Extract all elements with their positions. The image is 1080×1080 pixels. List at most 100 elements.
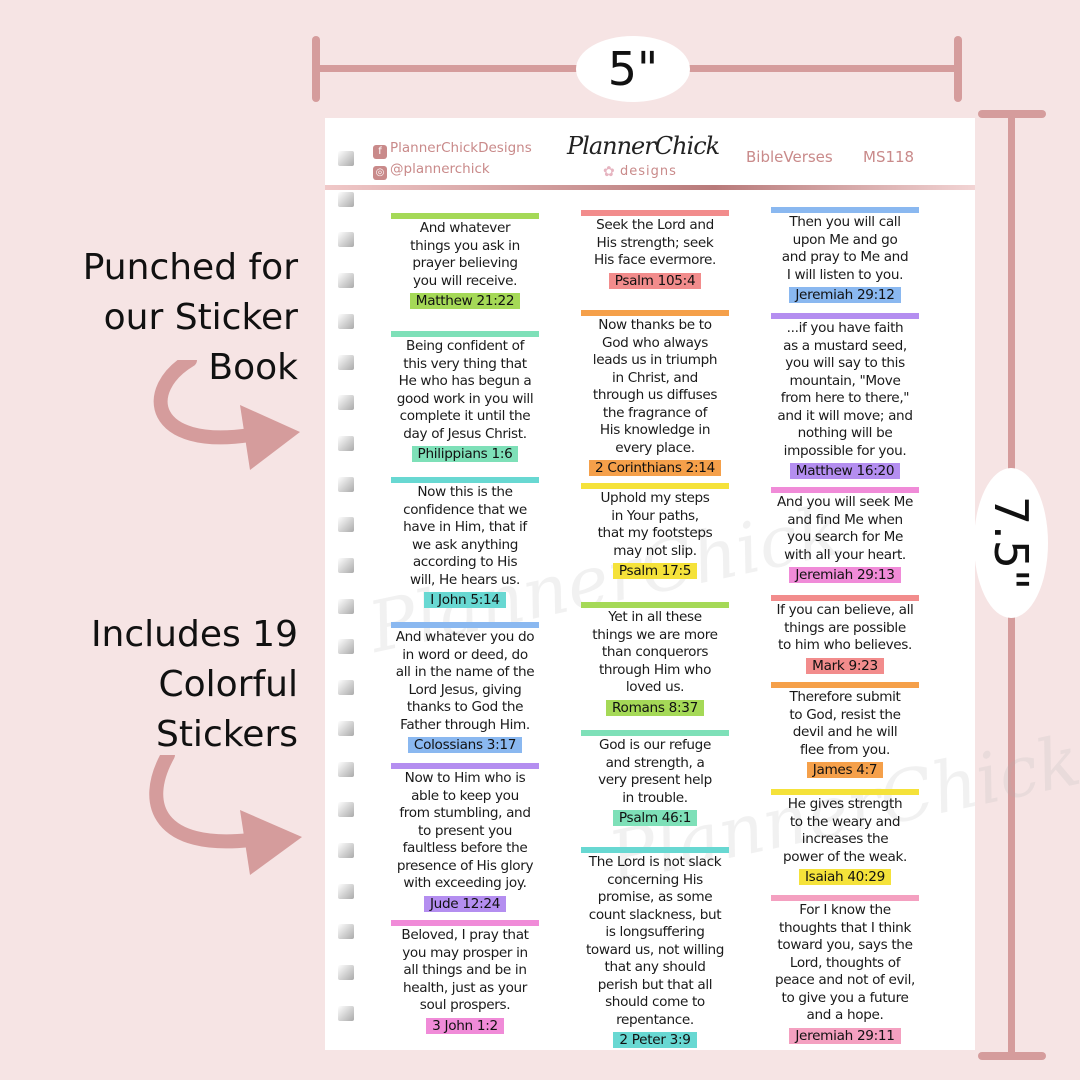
verse-reference: 3 John 1:2 — [426, 1017, 504, 1034]
punch-hole — [338, 598, 354, 614]
punch-hole — [338, 517, 354, 533]
verse-reference: Jeremiah 29:11 — [789, 1027, 901, 1044]
verse-reference: James 4:7 — [806, 762, 884, 778]
verse-text: And whatever things you ask in prayer be… — [410, 220, 520, 289]
sticker-color-bar — [771, 487, 919, 493]
verse-sticker[interactable]: If you can believe, all things are possi… — [753, 595, 937, 674]
verse-text: And whatever you do in word or deed, do … — [395, 629, 535, 733]
verse-text: Now to Him who is able to keep you from … — [396, 770, 534, 891]
sticker-color-bar — [391, 622, 539, 628]
arrow-icon — [149, 755, 302, 875]
verse-reference: Matthew 16:20 — [789, 463, 901, 479]
verse-text: Now thanks be to God who always leads us… — [592, 317, 718, 456]
sticker-sheet: PlannerChick PlannerChick f PlannerChickD… — [325, 118, 1080, 1050]
punch-hole — [338, 191, 354, 207]
sticker-color-bar — [391, 331, 539, 337]
verse-sticker[interactable]: Now thanks be to God who always leads us… — [563, 310, 747, 476]
verse-text: Now this is the confidence that we have … — [403, 484, 527, 588]
verse-sticker[interactable]: ...if you have faith as a mustard seed, … — [753, 313, 937, 479]
punch-hole — [338, 680, 354, 696]
sticker-color-bar — [391, 213, 539, 219]
callout-stickers-count: Includes 19 Colorful Stickers — [90, 614, 298, 755]
verse-sticker[interactable]: Yet in all these things we are more than… — [563, 602, 747, 716]
punch-hole — [338, 639, 354, 655]
brand-logo: PlannerChick — [567, 132, 720, 160]
verse-text: For I know the thoughts that I think tow… — [775, 902, 915, 1023]
facebook-link[interactable]: f PlannerChickDesigns — [373, 138, 532, 159]
instagram-icon: ◎ — [373, 166, 387, 180]
sticker-color-bar — [581, 602, 729, 608]
verse-reference: Matthew 21:22 — [409, 293, 521, 309]
punch-hole — [338, 1005, 354, 1021]
punch-hole — [338, 883, 354, 899]
verse-text: God is our refuge and strength, a very p… — [598, 737, 712, 806]
verse-text: And you will seek Me and find Me when yo… — [776, 494, 914, 563]
verse-sticker[interactable]: Being confident of this very thing that … — [373, 331, 557, 462]
facebook-handle: PlannerChickDesigns — [390, 140, 532, 156]
verse-reference: 2 Corinthians 2:14 — [589, 460, 721, 476]
verse-text: Seek the Lord and His strength; seek His… — [593, 217, 717, 268]
instagram-link[interactable]: ◎ @plannerchick — [373, 159, 532, 180]
verse-text: ...if you have faith as a mustard seed, … — [777, 320, 913, 459]
verse-text: He gives strength to the weary and incre… — [782, 796, 908, 865]
width-ruler-cap-left — [312, 36, 320, 102]
verse-reference: Colossians 3:17 — [407, 737, 523, 753]
verse-sticker[interactable]: For I know the thoughts that I think tow… — [753, 895, 937, 1044]
width-label: 5" — [576, 36, 690, 102]
sticker-color-bar — [391, 763, 539, 769]
punch-hole — [338, 151, 354, 166]
verse-sticker[interactable]: God is our refuge and strength, a very p… — [563, 730, 747, 826]
punch-hole — [338, 761, 354, 777]
verse-reference: Psalm 46:1 — [612, 810, 698, 826]
sticker-color-bar — [771, 207, 919, 213]
verse-text: Uphold my steps in Your paths, that my f… — [597, 490, 713, 559]
verse-sticker[interactable]: Now to Him who is able to keep you from … — [373, 763, 557, 912]
verse-reference: I John 5:14 — [424, 592, 506, 608]
sticker-color-bar — [581, 730, 729, 736]
sheet-header: f PlannerChickDesigns ◎ @plannerchick Plan… — [325, 118, 975, 190]
verse-reference: Psalm 105:4 — [608, 272, 702, 289]
sticker-color-bar — [581, 210, 729, 216]
flower-icon: ✿ — [603, 164, 615, 180]
verse-sticker[interactable]: Then you will call upon Me and go and pr… — [753, 207, 937, 303]
punch-hole — [338, 232, 354, 248]
verse-sticker[interactable]: Therefore submit to God, resist the devi… — [753, 682, 937, 778]
verse-text: Beloved, I pray that you may prosper in … — [401, 927, 529, 1013]
punch-hole — [338, 313, 354, 329]
instagram-handle: @plannerchick — [390, 161, 490, 177]
verse-reference: Philippians 1:6 — [411, 446, 519, 462]
verse-sticker[interactable]: Uphold my steps in Your paths, that my f… — [563, 483, 747, 579]
punch-hole — [338, 720, 354, 736]
sticker-color-bar — [771, 595, 919, 601]
verse-reference: Psalm 17:5 — [612, 563, 698, 579]
verse-sticker[interactable]: Beloved, I pray that you may prosper in … — [373, 920, 557, 1034]
verse-sticker[interactable]: Seek the Lord and His strength; seek His… — [563, 210, 747, 289]
sticker-color-bar — [391, 477, 539, 483]
product-code: MS118 — [863, 148, 915, 166]
verse-sticker[interactable]: And you will seek Me and find Me when yo… — [753, 487, 937, 583]
sticker-color-bar — [581, 310, 729, 316]
collection-name: BibleVerses — [746, 148, 833, 166]
verse-sticker[interactable]: He gives strength to the weary and incre… — [753, 789, 937, 885]
height-ruler-cap-top — [978, 110, 1046, 118]
verse-text: The Lord is not slack concerning His pro… — [585, 854, 725, 1028]
punch-hole — [338, 558, 354, 573]
verse-text: Therefore submit to God, resist the devi… — [789, 689, 901, 758]
sticker-color-bar — [581, 483, 729, 489]
width-ruler-cap-right — [954, 36, 962, 102]
verse-sticker[interactable]: And whatever things you ask in prayer be… — [373, 213, 557, 309]
verse-text: Then you will call upon Me and go and pr… — [781, 214, 909, 283]
verse-sticker[interactable]: And whatever you do in word or deed, do … — [373, 622, 557, 753]
height-label: 7.5" — [974, 468, 1048, 618]
punch-hole — [338, 924, 354, 940]
verse-reference: Mark 9:23 — [806, 657, 884, 674]
header-divider — [325, 185, 975, 190]
punch-hole — [338, 802, 354, 818]
verse-sticker[interactable]: The Lord is not slack concerning His pro… — [563, 847, 747, 1048]
social-links: f PlannerChickDesigns ◎ @plannerchick — [373, 138, 532, 180]
verse-text: Yet in all these things we are more than… — [592, 609, 718, 695]
verse-text: If you can believe, all things are possi… — [776, 602, 914, 653]
verse-sticker[interactable]: Now this is the confidence that we have … — [373, 477, 557, 608]
height-ruler-cap-bottom — [978, 1052, 1046, 1060]
sticker-color-bar — [771, 682, 919, 688]
